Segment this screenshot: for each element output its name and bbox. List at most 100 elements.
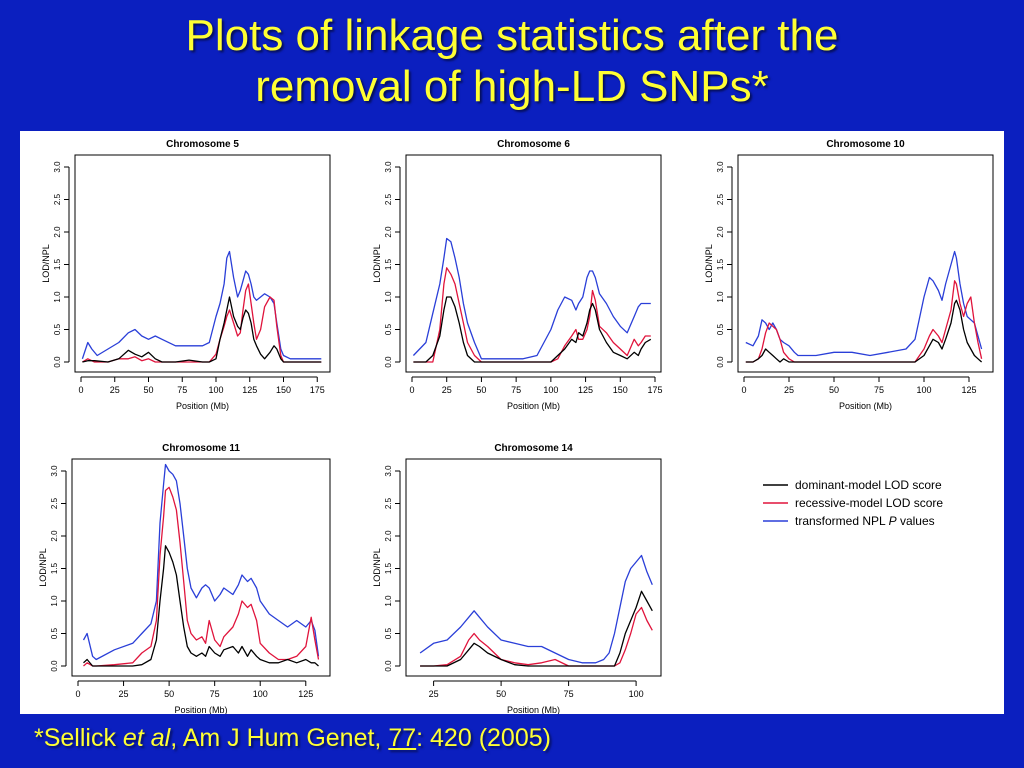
chromosome-6-x-tick-label: 100 xyxy=(543,385,558,395)
title-line-1: Plots of linkage statistics after the xyxy=(185,11,839,60)
chromosome-11-y-tick-label: 1.0 xyxy=(50,595,59,607)
chromosome-10-title: Chromosome 10 xyxy=(826,139,905,150)
chromosome-6-x-label: Position (Mb) xyxy=(507,401,560,411)
title-line-2: removal of high-LD SNPs* xyxy=(255,62,769,111)
chromosome-5-plot-frame xyxy=(74,154,331,373)
chromosome-6-y-tick-label: 3.0 xyxy=(384,161,393,173)
chromosome-11-y-label: LOD/NPL xyxy=(38,548,48,587)
chromosome-14-recessive-lod-line xyxy=(420,606,653,667)
chromosome-5-x-tick-label: 0 xyxy=(78,385,83,395)
citation: *Sellick et al, Am J Hum Genet, 77: 420 … xyxy=(34,724,551,753)
chromosome-14-x-tick-label: 50 xyxy=(496,689,506,699)
chromosome-14-y-tick-label: 2.0 xyxy=(384,530,393,542)
chromosome-5-x-tick-label: 150 xyxy=(276,385,291,395)
chromosome-6-x-tick-label: 75 xyxy=(511,385,521,395)
chromosome-11-y-tick-label: 0.0 xyxy=(50,660,59,672)
chromosome-5-y-tick-label: 0.5 xyxy=(53,323,62,335)
chromosome-5-x-tick-label: 75 xyxy=(177,385,187,395)
figure-panel: Chromosome 5 0 25 50 75 100 125 150 175 Position … xyxy=(20,131,1004,714)
chromosome-14-y-tick-label: 1.5 xyxy=(384,562,393,574)
chromosome-5-x-tick-label: 50 xyxy=(143,385,153,395)
chromosome-11-x-tick-label: 100 xyxy=(253,689,268,699)
chromosome-6-y-tick-label: 1.5 xyxy=(384,258,393,270)
chromosome-14-plot-frame xyxy=(405,458,662,677)
chromosome-5-x-tick-label: 25 xyxy=(110,385,120,395)
chromosome-5-y-tick-label: 1.0 xyxy=(53,291,62,303)
slide-title: Plots of linkage statistics after the re… xyxy=(0,10,1024,112)
chromosome-5-y-tick-label: 1.5 xyxy=(53,258,62,270)
chromosome-6-y-tick-label: 2.0 xyxy=(384,226,393,238)
chromosome-14-dominant-lod-line xyxy=(420,590,653,667)
chromosome-6-dominant-lod-line xyxy=(413,296,652,363)
chromosome-14-x-tick-label: 75 xyxy=(564,689,574,699)
chromosome-10-x-tick-label: 25 xyxy=(784,385,794,395)
citation-rest: : 420 (2005) xyxy=(416,724,551,752)
chromosome-10-y-tick-label: 2.0 xyxy=(716,226,725,238)
chromosome-11-x-tick-label: 75 xyxy=(210,689,220,699)
chromosome-10-plot-frame xyxy=(737,154,994,373)
chromosome-11-x-tick-label: 25 xyxy=(119,689,129,699)
chromosome-11-x-tick-label: 0 xyxy=(75,689,80,699)
citation-journal: , Am J Hum Genet, xyxy=(170,724,389,752)
chromosome-14-y-tick-label: 2.5 xyxy=(384,497,393,509)
chromosome-10-x-tick-label: 0 xyxy=(741,385,746,395)
chromosome-5-y-tick-label: 2.0 xyxy=(53,226,62,238)
chromosome-11-y-tick-label: 2.0 xyxy=(50,530,59,542)
chromosome-6-y-tick-label: 0.5 xyxy=(384,323,393,335)
chromosome-14-y-tick-label: 3.0 xyxy=(384,465,393,477)
chromosome-6-x-tick-label: 25 xyxy=(442,385,452,395)
chromosome-6-x-tick-label: 0 xyxy=(409,385,414,395)
chromosome-10-y-tick-label: 3.0 xyxy=(716,161,725,173)
chromosome-10-y-tick-label: 1.5 xyxy=(716,258,725,270)
chromosome-14-y-tick-label: 0.0 xyxy=(384,660,393,672)
chromosome-5-y-tick-label: 2.5 xyxy=(53,193,62,205)
chromosome-5-x-tick-label: 100 xyxy=(208,385,223,395)
chromosome-11-y-tick-label: 2.5 xyxy=(50,497,59,509)
chromosome-11-y-tick-label: 3.0 xyxy=(50,465,59,477)
chromosome-5-dominant-lod-line xyxy=(82,296,322,363)
chromosome-10-y-tick-label: 0.0 xyxy=(716,356,725,368)
chromosome-5-y-tick-label: 3.0 xyxy=(53,161,62,173)
chromosome-5-recessive-lod-line xyxy=(82,283,322,363)
chromosome-10-y-label: LOD/NPL xyxy=(704,244,714,283)
chromosome-11-recessive-lod-line xyxy=(83,486,320,667)
chromosome-10-x-tick-label: 100 xyxy=(916,385,931,395)
chromosome-5-title: Chromosome 5 xyxy=(166,139,239,150)
chromosome-5-x-label: Position (Mb) xyxy=(176,401,229,411)
chromosome-14-x-tick-label: 25 xyxy=(429,689,439,699)
chromosome-10-recessive-lod-line xyxy=(745,280,983,363)
chromosome-14-y-tick-label: 1.0 xyxy=(384,595,393,607)
chromosome-10-x-tick-label: 125 xyxy=(961,385,976,395)
chromosome-10-y-tick-label: 1.0 xyxy=(716,291,725,303)
chromosome-5-x-tick-label: 125 xyxy=(242,385,257,395)
chromosome-5-x-tick-label: 175 xyxy=(310,385,325,395)
chromosome-14-y-tick-label: 0.5 xyxy=(384,627,393,639)
chromosome-11-title: Chromosome 11 xyxy=(162,443,240,454)
chromosome-11-x-tick-label: 125 xyxy=(298,689,313,699)
chromosome-6-title: Chromosome 6 xyxy=(497,139,570,150)
chromosome-6-y-label: LOD/NPL xyxy=(372,244,382,283)
chromosome-11-dominant-lod-line xyxy=(83,545,319,667)
linkage-plots-figure: Chromosome 5 0 25 50 75 100 125 150 175 Position … xyxy=(38,139,994,714)
chromosome-6-y-tick-label: 0.0 xyxy=(384,356,393,368)
chromosome-6-x-tick-label: 50 xyxy=(476,385,486,395)
chromosome-10-dominant-lod-line xyxy=(745,299,983,363)
chromosome-5-y-tick-label: 0.0 xyxy=(53,356,62,368)
chromosome-10-y-tick-label: 0.5 xyxy=(716,323,725,335)
chromosome-6-x-tick-label: 125 xyxy=(578,385,593,395)
chromosome-14-y-label: LOD/NPL xyxy=(372,548,382,587)
chromosome-14-x-label: Position (Mb) xyxy=(507,705,560,714)
chromosome-11-x-tick-label: 50 xyxy=(164,689,174,699)
chromosome-14-npl-line xyxy=(419,554,653,664)
legend-label-1: recessive-model LOD score xyxy=(795,496,943,510)
chromosome-10-y-tick-label: 2.5 xyxy=(716,193,725,205)
chromosome-6-y-tick-label: 1.0 xyxy=(384,291,393,303)
chromosome-6-x-tick-label: 175 xyxy=(647,385,662,395)
chromosome-14-title: Chromosome 14 xyxy=(494,443,573,454)
citation-volume: 77 xyxy=(388,724,417,752)
chromosome-11-npl-line xyxy=(82,463,320,661)
chromosome-6-recessive-lod-line xyxy=(413,267,651,363)
chromosome-11-y-tick-label: 0.5 xyxy=(50,627,59,639)
chromosome-11-y-tick-label: 1.5 xyxy=(50,562,59,574)
chromosome-6-x-tick-label: 150 xyxy=(613,385,628,395)
